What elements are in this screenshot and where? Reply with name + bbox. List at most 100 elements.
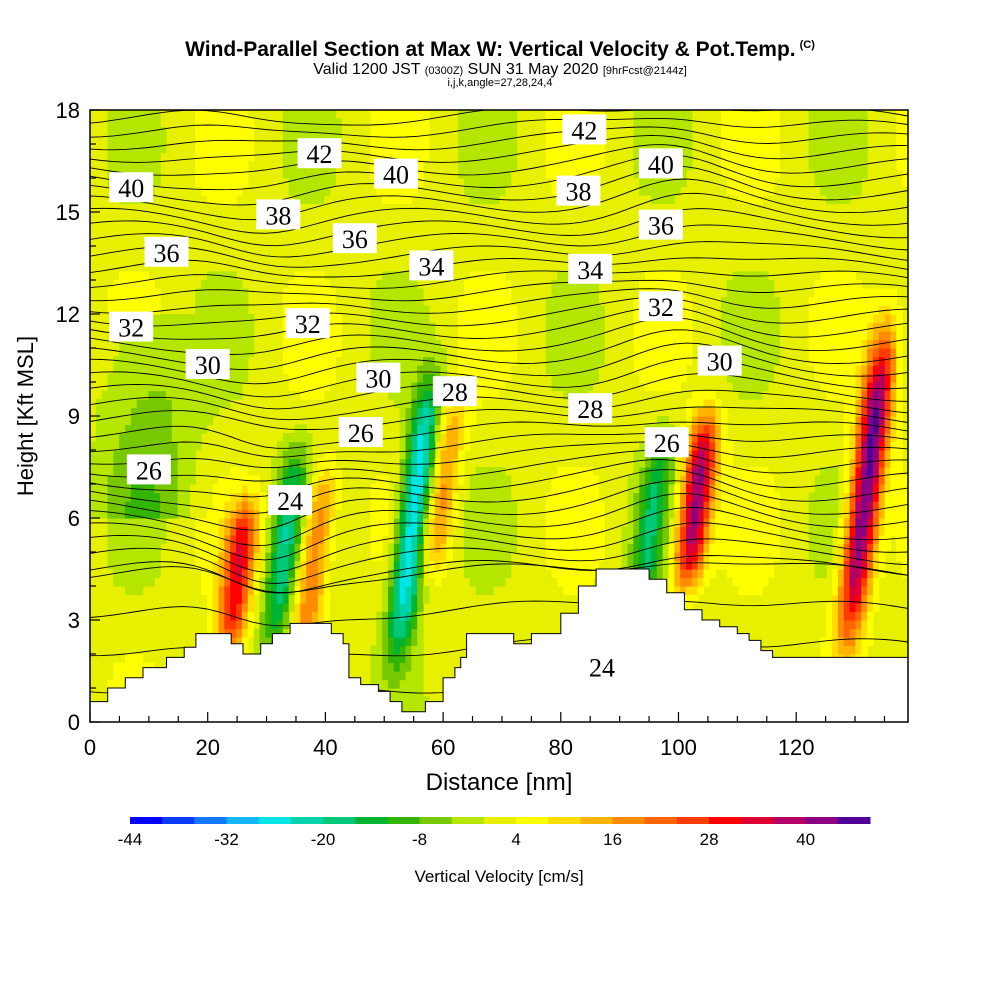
field-cell bbox=[475, 390, 483, 400]
field-cell bbox=[148, 509, 155, 519]
field-cell bbox=[370, 526, 377, 536]
field-cell bbox=[633, 161, 640, 171]
field-cell bbox=[493, 331, 500, 341]
field-cell bbox=[177, 407, 185, 417]
field-cell bbox=[148, 288, 155, 298]
field-cell bbox=[387, 586, 395, 596]
field-cell bbox=[195, 314, 202, 324]
field-cell bbox=[90, 467, 97, 477]
field-cell bbox=[855, 526, 862, 536]
field-cell bbox=[867, 603, 874, 613]
field-cell bbox=[417, 339, 424, 349]
field-cell bbox=[551, 552, 559, 562]
field-cell bbox=[756, 169, 763, 179]
field-cell bbox=[201, 569, 208, 579]
field-cell bbox=[171, 399, 179, 409]
field-cell bbox=[411, 441, 418, 451]
field-cell bbox=[195, 161, 202, 171]
field-cell bbox=[113, 144, 120, 154]
field-cell bbox=[294, 552, 301, 562]
field-cell bbox=[393, 543, 401, 553]
field-cell bbox=[563, 586, 570, 596]
field-cell bbox=[767, 348, 775, 358]
field-cell bbox=[738, 586, 745, 596]
field-cell bbox=[236, 186, 243, 196]
field-cell bbox=[551, 560, 559, 570]
field-cell bbox=[241, 645, 249, 655]
field-cell bbox=[691, 552, 699, 562]
field-cell bbox=[580, 305, 588, 315]
field-cell bbox=[130, 671, 138, 681]
field-cell bbox=[645, 178, 652, 188]
field-cell bbox=[95, 416, 103, 426]
field-cell bbox=[767, 560, 775, 570]
field-cell bbox=[832, 322, 839, 332]
field-cell bbox=[761, 127, 769, 137]
field-cell bbox=[808, 297, 816, 307]
field-cell bbox=[382, 611, 389, 621]
field-cell bbox=[183, 492, 190, 502]
field-cell bbox=[312, 475, 319, 485]
field-cell bbox=[738, 118, 745, 128]
field-cell bbox=[878, 339, 886, 349]
field-cell bbox=[557, 339, 564, 349]
field-cell bbox=[405, 416, 412, 426]
field-cell bbox=[469, 186, 477, 196]
field-cell bbox=[639, 127, 646, 137]
field-cell bbox=[148, 348, 155, 358]
field-cell bbox=[826, 611, 833, 621]
field-cell bbox=[837, 118, 845, 128]
field-cell bbox=[317, 186, 325, 196]
field-cell bbox=[832, 467, 839, 477]
field-cell bbox=[253, 569, 261, 579]
field-cell bbox=[650, 535, 658, 545]
field-cell bbox=[732, 127, 740, 137]
field-cell bbox=[329, 305, 336, 315]
field-cell bbox=[592, 161, 599, 171]
field-cell bbox=[428, 526, 436, 536]
field-cell bbox=[855, 492, 862, 502]
field-cell bbox=[504, 526, 512, 536]
field-cell bbox=[446, 518, 453, 528]
field-cell bbox=[721, 458, 728, 468]
field-cell bbox=[738, 186, 745, 196]
field-cell bbox=[586, 518, 594, 528]
field-cell bbox=[884, 356, 892, 366]
field-cell bbox=[411, 390, 418, 400]
field-cell bbox=[428, 543, 436, 553]
field-cell bbox=[715, 501, 722, 511]
field-cell bbox=[154, 339, 161, 349]
field-cell bbox=[563, 356, 570, 366]
field-cell bbox=[189, 475, 196, 485]
field-cell bbox=[95, 441, 103, 451]
field-cell bbox=[300, 365, 307, 375]
field-cell bbox=[767, 135, 775, 145]
field-cell bbox=[756, 484, 763, 494]
field-cell bbox=[680, 475, 687, 485]
field-cell bbox=[557, 475, 564, 485]
field-cell bbox=[721, 161, 728, 171]
field-cell bbox=[499, 552, 506, 562]
field-cell bbox=[761, 110, 769, 120]
field-cell bbox=[206, 280, 214, 290]
field-cell bbox=[878, 399, 886, 409]
field-cell bbox=[171, 424, 179, 434]
field-cell bbox=[148, 339, 155, 349]
field-cell bbox=[376, 110, 383, 120]
field-cell bbox=[312, 127, 319, 137]
field-cell bbox=[469, 110, 477, 120]
field-cell bbox=[499, 271, 506, 281]
field-cell bbox=[633, 492, 640, 502]
chart-subtitle: Valid 1200 JST (0300Z) SUN 31 May 2020 [… bbox=[0, 61, 1000, 79]
field-cell bbox=[218, 535, 225, 545]
field-cell bbox=[458, 433, 465, 443]
field-cell bbox=[95, 407, 103, 417]
field-cell bbox=[154, 526, 161, 536]
field-cell bbox=[393, 390, 401, 400]
field-cell bbox=[761, 297, 769, 307]
field-cell bbox=[370, 152, 377, 162]
field-cell bbox=[154, 288, 161, 298]
field-cell bbox=[645, 526, 652, 536]
field-cell bbox=[598, 322, 605, 332]
field-cell bbox=[171, 467, 179, 477]
